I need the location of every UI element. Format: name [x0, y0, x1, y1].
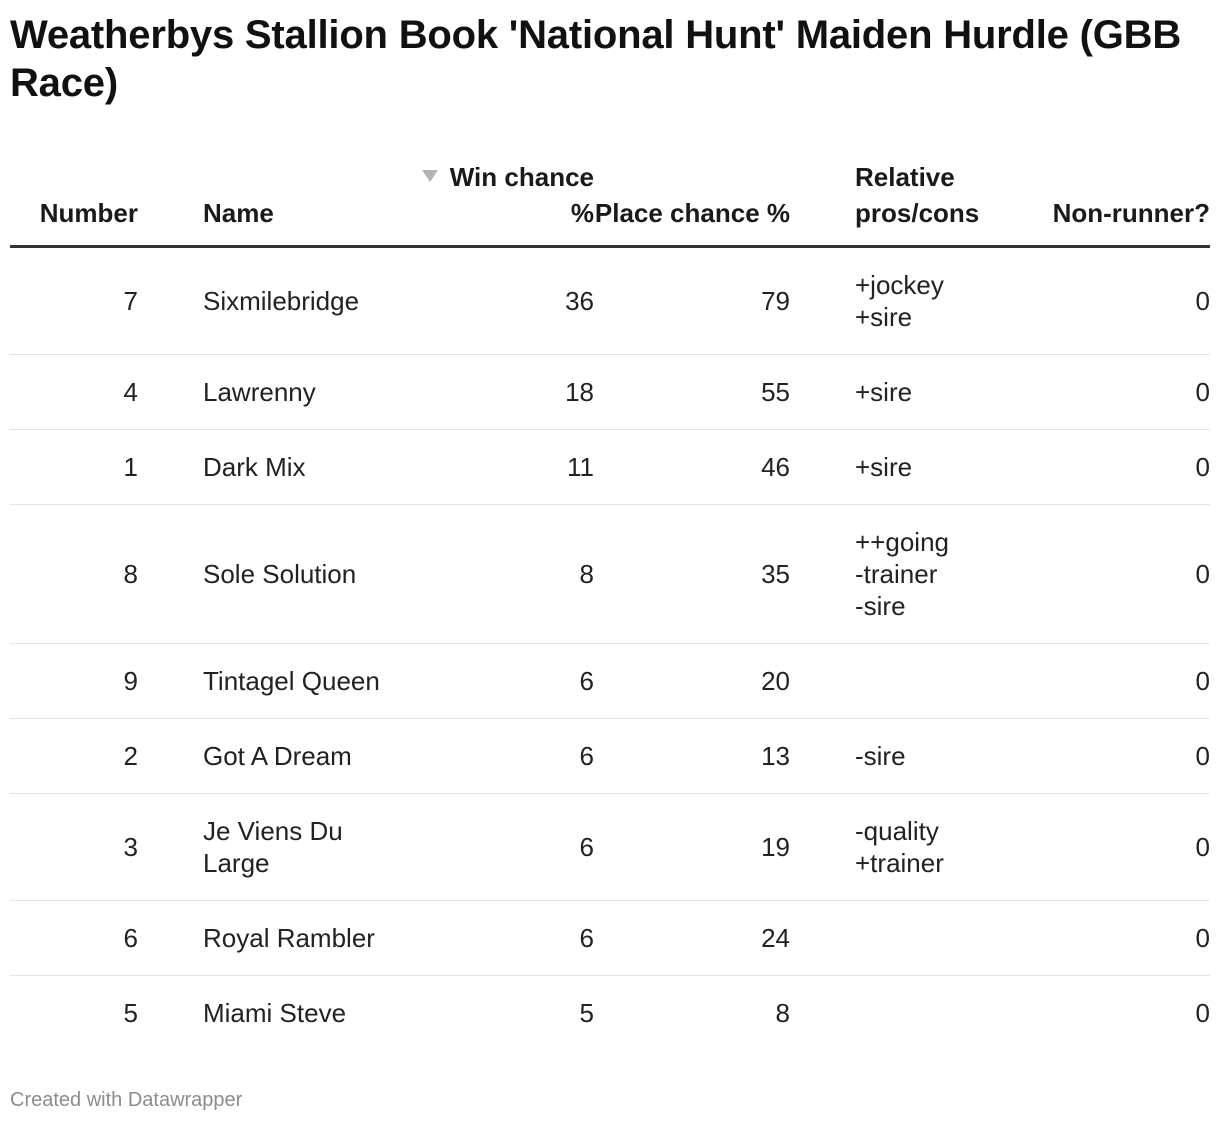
cell-name: Lawrenny [203, 354, 398, 430]
cell-place-chance: 35 [594, 504, 790, 644]
sort-down-triangle-icon [421, 170, 438, 182]
cell-win-chance: 5 [579, 998, 594, 1028]
cell-name: Sole Solution [203, 504, 398, 644]
cell-place-chance: 46 [594, 429, 790, 505]
table-row: 5 Miami Steve 5 8 0 [10, 976, 1210, 1051]
cell-relative-pros-cons: +sire [790, 354, 1037, 430]
column-header-name[interactable]: Name [203, 159, 398, 248]
cell-relative-pros-cons: -sire [790, 718, 1037, 794]
cell-name: Royal Rambler [203, 900, 398, 976]
cell-non-runner: 0 [1037, 900, 1210, 976]
cell-relative-pros-cons: +jockey +sire [790, 246, 1037, 355]
cell-relative-pros-cons: ++going -trainer -sire [790, 504, 1037, 644]
table-row: 2 Got A Dream 6 13 -sire 0 [10, 718, 1210, 794]
datawrapper-credit: Created with Datawrapper [10, 1089, 243, 1111]
column-header-win-label: Win chance % [449, 162, 594, 228]
cell-name: Miami Steve [203, 998, 347, 1028]
cell-place-chance: 13 [594, 718, 790, 794]
cell-name: Dark Mix [203, 429, 398, 505]
table-row: 6 Royal Rambler 6 24 0 [10, 900, 1210, 976]
cell-non-runner: 0 [1037, 793, 1210, 901]
cell-number: 9 [10, 643, 203, 719]
cell-number: 7 [10, 246, 203, 355]
cell-name: Sixmilebridge [203, 246, 398, 355]
cell-place-chance: 8 [775, 998, 790, 1028]
cell-place-chance: 55 [594, 354, 790, 430]
cell-non-runner: 0 [1195, 998, 1210, 1028]
cell-number: 8 [10, 504, 203, 644]
cell-win-chance: 11 [398, 429, 594, 505]
cell-non-runner: 0 [1037, 354, 1210, 430]
table-row: 8 Sole Solution 8 35 ++going -trainer -sire 0 [10, 504, 1210, 644]
cell-relative-pros-cons [790, 976, 1037, 1051]
cell-win-chance: 6 [398, 718, 594, 794]
table-row: 9 Tintagel Queen 6 20 0 [10, 643, 1210, 719]
table-row: 1 Dark Mix 11 46 +sire 0 [10, 429, 1210, 505]
header-row: Number Name Win chance % Place chance % … [10, 159, 1210, 248]
cell-non-runner: 0 [1037, 429, 1210, 505]
cell-place-chance: 20 [594, 643, 790, 719]
page-title: Weatherbys Stallion Book 'National Hunt'… [10, 13, 1182, 105]
column-header-relative[interactable]: Relative pros/cons [790, 159, 1037, 248]
cell-name: Je Viens Du Large [203, 793, 398, 901]
cell-win-chance: 36 [398, 246, 594, 355]
column-header-place-chance[interactable]: Place chance % [594, 159, 790, 248]
table-body: 7 Sixmilebridge 36 79 +jockey +sire 0 4 Lawrenn… [10, 246, 1210, 1051]
cell-place-chance: 19 [594, 793, 790, 901]
page: Weatherbys Stallion Book 'National Hunt'… [10, 0, 1210, 1050]
cell-non-runner: 0 [1037, 643, 1210, 719]
cell-number: 4 [10, 354, 203, 430]
table-row: 3 Je Viens Du Large 6 19 -quality +trainer 0 [10, 793, 1210, 901]
runners-table: Number Name Win chance % Place chance % … [10, 159, 1210, 1050]
cell-name: Got A Dream [203, 718, 398, 794]
table-row: 4 Lawrenny 18 55 +sire 0 [10, 354, 1210, 430]
cell-relative-pros-cons: +sire [790, 429, 1037, 505]
cell-win-chance: 18 [398, 354, 594, 430]
table-header: Number Name Win chance % Place chance % … [10, 159, 1210, 248]
cell-number: 1 [10, 429, 203, 505]
cell-number: 3 [10, 793, 203, 901]
cell-non-runner: 0 [1037, 718, 1210, 794]
cell-name: Tintagel Queen [203, 643, 398, 719]
cell-non-runner: 0 [1037, 504, 1210, 644]
cell-number: 5 [123, 998, 138, 1028]
cell-win-chance: 6 [398, 900, 594, 976]
cell-relative-pros-cons [790, 643, 1037, 719]
cell-number: 6 [10, 900, 203, 976]
table-row: 7 Sixmilebridge 36 79 +jockey +sire 0 [10, 246, 1210, 355]
cell-relative-pros-cons: -quality +trainer [790, 793, 1037, 901]
cell-win-chance: 6 [398, 793, 594, 901]
column-header-non-runner[interactable]: Non-runner? [1037, 159, 1210, 248]
cell-relative-pros-cons [790, 900, 1037, 976]
cell-non-runner: 0 [1037, 246, 1210, 355]
column-header-number[interactable]: Number [10, 159, 203, 248]
cell-win-chance: 8 [398, 504, 594, 644]
cell-place-chance: 79 [594, 246, 790, 355]
column-header-win-chance[interactable]: Win chance % [398, 159, 594, 248]
cell-place-chance: 24 [594, 900, 790, 976]
cell-win-chance: 6 [398, 643, 594, 719]
cell-number: 2 [10, 718, 203, 794]
